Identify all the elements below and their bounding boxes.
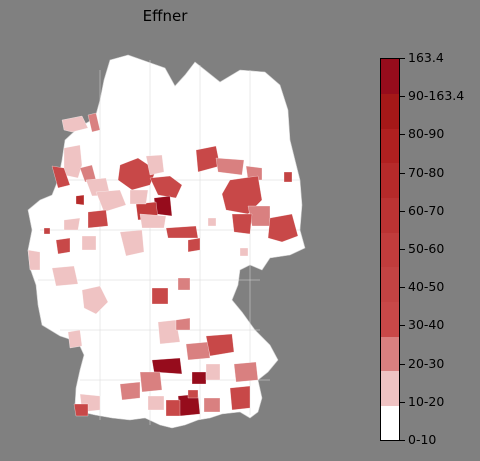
- district-patch: [81, 235, 97, 251]
- district-patch: [119, 381, 141, 401]
- legend-tick: [400, 58, 405, 59]
- district-patch: [191, 371, 207, 385]
- legend-tick: [400, 363, 405, 365]
- legend-color-segment: [381, 405, 399, 441]
- district-patch: [187, 389, 199, 399]
- district-patch: [145, 154, 165, 176]
- legend-label: 90-163.4: [408, 88, 465, 104]
- legend-label: 70-80: [408, 164, 445, 180]
- legend-color-segment: [381, 197, 399, 233]
- legend-tick: [400, 401, 405, 403]
- district-patch: [229, 385, 251, 411]
- legend-color-segment: [381, 59, 399, 95]
- district-patch: [87, 209, 109, 229]
- legend-label: 10-20: [408, 393, 445, 409]
- legend-tick: [400, 287, 405, 289]
- district-patch: [51, 265, 79, 287]
- district-patch: [147, 395, 165, 411]
- legend-tick: [400, 96, 405, 98]
- district-patch: [151, 287, 169, 305]
- legend-tick: [400, 249, 405, 250]
- district-patch: [129, 189, 149, 205]
- legend-tick: [400, 134, 405, 136]
- legend-label: 80-90: [408, 126, 445, 142]
- district-patch: [207, 217, 217, 227]
- district-patch: [139, 213, 167, 229]
- district-patch: [283, 171, 293, 183]
- legend-color-segment: [381, 93, 399, 129]
- district-patch: [151, 357, 183, 375]
- germany-land: [27, 54, 306, 429]
- district-patch: [187, 237, 201, 253]
- district-patch: [205, 363, 221, 381]
- district-patch: [63, 144, 83, 179]
- legend-tick: [400, 172, 405, 174]
- legend-label: 60-70: [408, 202, 445, 218]
- district-patch: [239, 247, 249, 257]
- district-patch: [51, 165, 71, 189]
- district-patch: [117, 157, 157, 191]
- district-patch: [157, 319, 181, 345]
- district-patch: [27, 249, 41, 271]
- district-patch: [43, 227, 51, 235]
- district-patch: [267, 213, 299, 243]
- legend-label: 50-60: [408, 241, 445, 256]
- map-title: Effner: [142, 7, 188, 25]
- district-patch: [75, 194, 85, 206]
- legend-color-segment: [381, 336, 399, 372]
- district-patch: [149, 175, 183, 199]
- legend-label: 30-40: [408, 317, 445, 333]
- district-patch: [119, 229, 145, 257]
- legend-color-segment: [381, 162, 399, 199]
- district-patch: [81, 285, 109, 315]
- district-patch: [165, 399, 181, 417]
- district-patch: [55, 237, 71, 255]
- legend-color-segment: [381, 128, 399, 164]
- district-patch: [175, 317, 191, 331]
- legend-label: 0-10: [408, 432, 437, 447]
- legend-label: 40-50: [408, 279, 445, 295]
- district-patch: [63, 217, 81, 231]
- district-patch: [231, 213, 253, 235]
- district-patch: [165, 225, 199, 239]
- legend-tick: [400, 210, 405, 212]
- district-patch: [215, 157, 245, 176]
- district-patch: [87, 112, 101, 133]
- district-patch: [205, 333, 235, 357]
- district-patch: [139, 371, 163, 393]
- district-patch: [233, 361, 259, 383]
- legend-color-segment: [381, 232, 399, 268]
- district-patch: [73, 403, 89, 417]
- district-patch: [61, 115, 89, 133]
- legend-tick: [400, 325, 405, 327]
- legend-tick: [400, 440, 405, 441]
- legend-color-segment: [381, 266, 399, 302]
- legend-label: 20-30: [408, 355, 445, 371]
- legend-label: 163.4: [408, 50, 444, 65]
- legend-color-segment: [381, 370, 399, 406]
- legend-colorbar: [380, 58, 400, 441]
- legend-color-segment: [381, 301, 399, 337]
- district-patch: [177, 277, 191, 291]
- district-patch: [203, 397, 221, 413]
- district-patch: [185, 341, 211, 361]
- district-patch: [95, 189, 127, 213]
- district-patch: [67, 329, 83, 349]
